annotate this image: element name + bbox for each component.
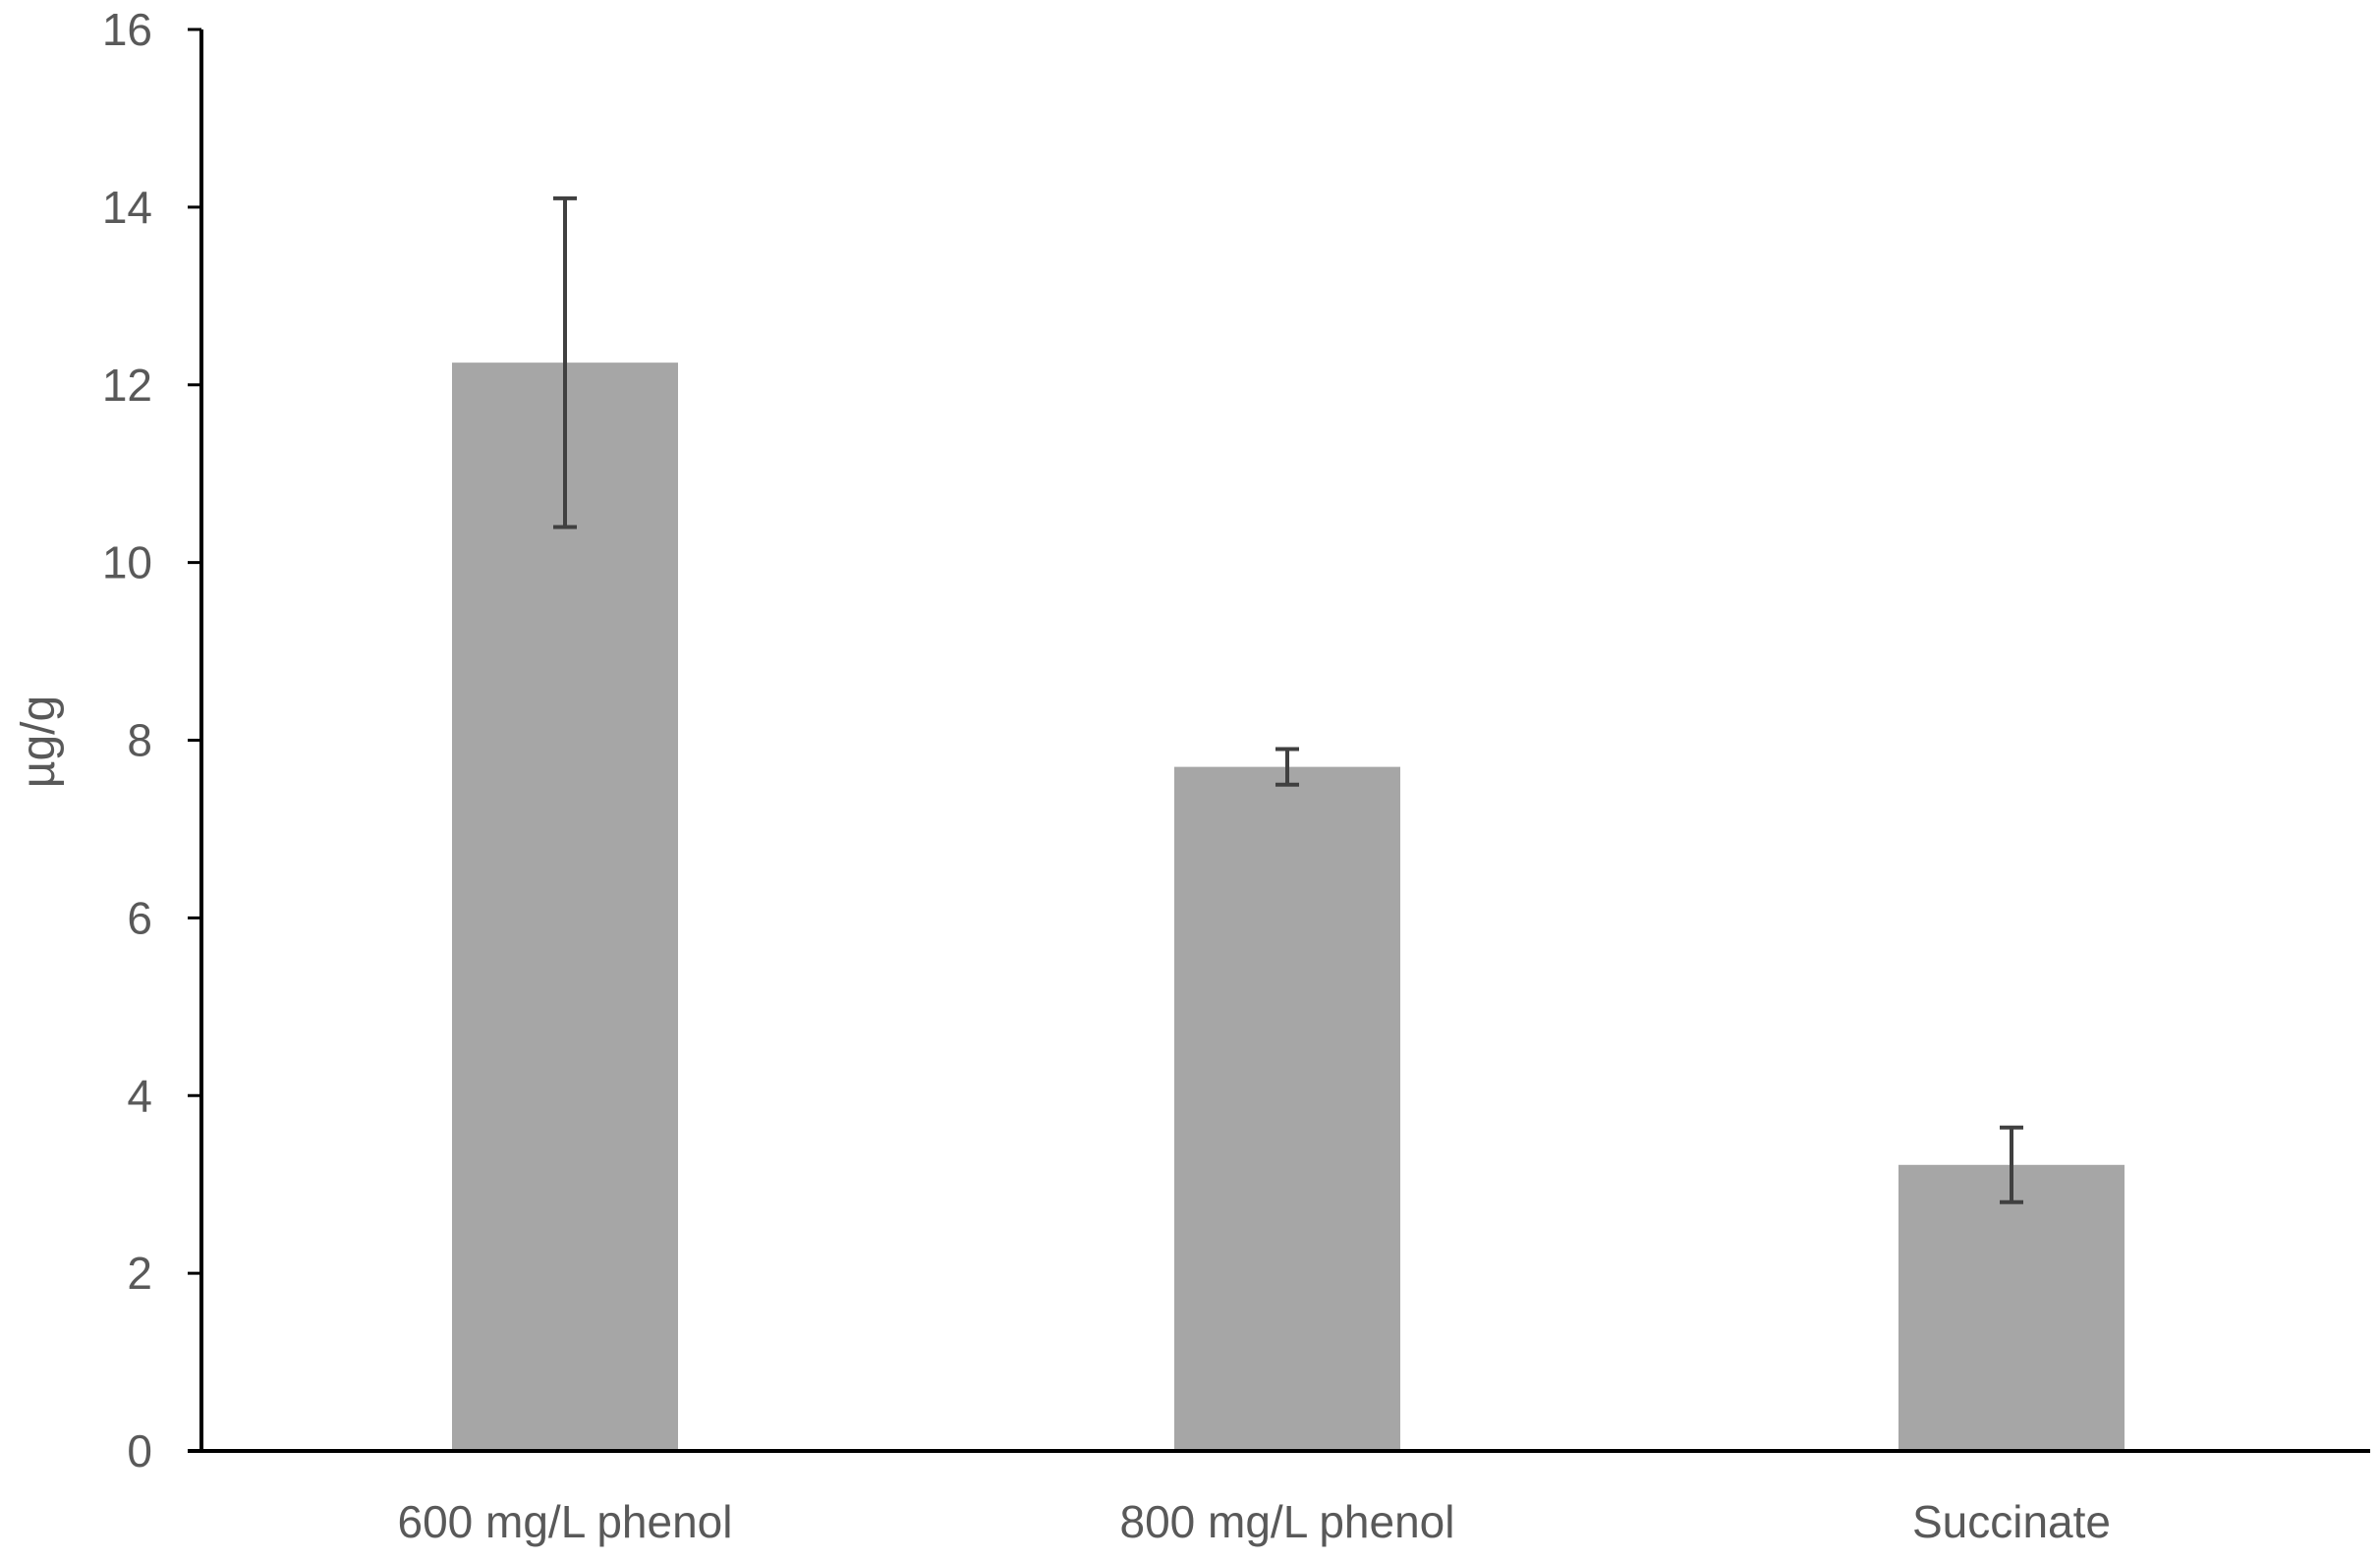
y-axis-title: µg/g <box>13 696 65 788</box>
y-tick-label: 12 <box>102 360 152 411</box>
x-axis-tick-labels: 600 mg/L phenol 800 mg/L phenol Succinate <box>397 1496 2111 1547</box>
y-tick-label: 14 <box>102 182 152 233</box>
y-axis-ticks: 0 2 4 6 8 10 12 14 16 <box>102 4 201 1476</box>
error-bars <box>553 195 2023 1204</box>
error-bar <box>1275 747 1299 787</box>
y-tick-label: 6 <box>127 892 152 943</box>
y-tick-label: 0 <box>127 1425 152 1476</box>
error-bar <box>553 195 577 529</box>
y-tick-label: 4 <box>127 1070 152 1121</box>
x-tick-label: 600 mg/L phenol <box>397 1496 732 1547</box>
y-tick-label: 2 <box>127 1248 152 1299</box>
y-tick-label: 16 <box>102 4 152 55</box>
y-tick-label: 10 <box>102 537 152 588</box>
x-tick-label: Succinate <box>1912 1496 2111 1547</box>
bar <box>452 362 678 1451</box>
bar <box>1174 766 1400 1451</box>
bars <box>452 362 2125 1451</box>
error-bar <box>2000 1125 2023 1204</box>
bar <box>1898 1164 2125 1451</box>
y-tick-label: 8 <box>127 715 152 766</box>
x-tick-label: 800 mg/L phenol <box>1119 1496 1454 1547</box>
